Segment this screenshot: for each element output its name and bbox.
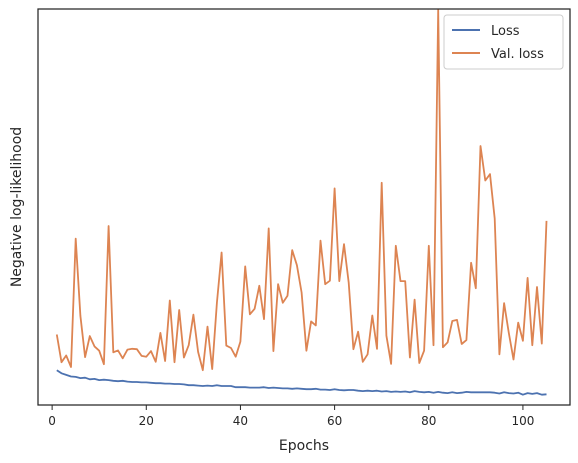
series-line-loss bbox=[56, 369, 547, 396]
x-tick-label: 80 bbox=[421, 414, 436, 428]
x-tick-label: 0 bbox=[48, 414, 56, 428]
legend-box bbox=[443, 14, 564, 70]
x-tick-label: 100 bbox=[511, 414, 534, 428]
x-axis-ticks: 0 20 40 60 80 100 bbox=[48, 405, 534, 428]
plot-frame bbox=[37, 8, 571, 406]
x-tick-label: 60 bbox=[327, 414, 342, 428]
series-line-val-loss bbox=[55, 8, 548, 372]
legend: Loss Val. loss bbox=[443, 14, 564, 70]
x-tick-label: 20 bbox=[139, 414, 154, 428]
x-tick-label: 40 bbox=[233, 414, 248, 428]
x-axis-title: Epochs bbox=[279, 438, 329, 454]
legend-label-val-loss: Val. loss bbox=[491, 47, 544, 62]
series-layer bbox=[55, 8, 548, 396]
legend-label-loss: Loss bbox=[491, 24, 520, 39]
y-axis-title: Negative log-likelihood bbox=[9, 127, 25, 287]
